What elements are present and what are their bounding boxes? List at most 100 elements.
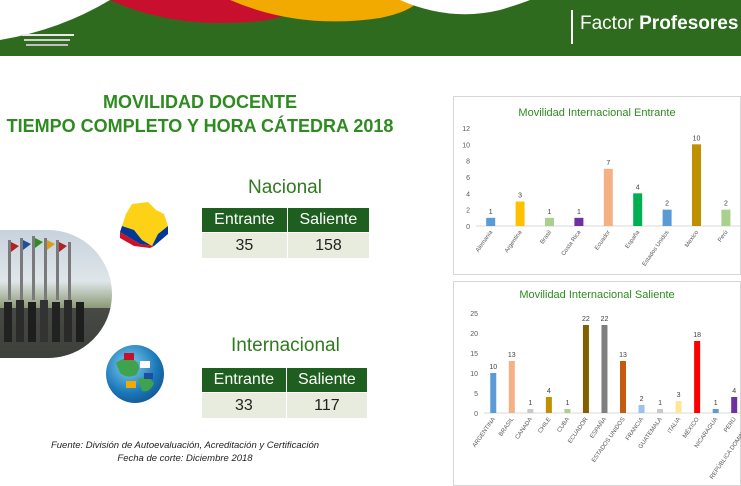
entrante-ytick: 4 (466, 191, 470, 198)
nacional-value-entrante: 35 (201, 232, 288, 259)
saliente-data-label: 13 (619, 352, 627, 359)
entrante-data-label: 2 (665, 201, 669, 208)
saliente-category-label: ITALIA (667, 417, 682, 435)
entrante-ytick: 12 (462, 126, 470, 133)
saliente-category-label: CANADA (515, 417, 534, 441)
saliente-category-label: BRASIL (498, 416, 516, 437)
chart-saliente-svg: 051015202510ARGENTINA13BRASIL1CANADA4CHI… (470, 311, 741, 481)
saliente-data-label: 10 (489, 364, 497, 371)
title-line-2: TIEMPO COMPLETO Y HORA CÁTEDRA 2018 (6, 116, 394, 136)
nacional-label: Nacional (248, 177, 322, 198)
saliente-bar (694, 341, 701, 413)
entrante-category-label: Estados Unidos (642, 230, 671, 268)
saliente-category-label: PERÚ (723, 416, 738, 434)
saliente-data-label: 22 (582, 316, 590, 323)
entrante-bar (721, 209, 731, 226)
saliente-data-label: 1 (565, 400, 569, 407)
nacional-header-entrante: Entrante (201, 207, 288, 233)
internacional-header-saliente: Saliente (285, 367, 369, 393)
globe-icon (106, 345, 164, 403)
saliente-ytick: 15 (470, 351, 478, 358)
chart-entrante-svg: 0 2 4 6 8 10 12 1 Alemania 3 Argentina 1 Brasil 1 Cost… (462, 126, 741, 268)
header-swoosh (0, 0, 741, 56)
entrante-category-label: España (625, 229, 642, 250)
saliente-bar (601, 325, 608, 413)
factor-title: Factor Profesores (580, 13, 738, 35)
saliente-bar (490, 373, 497, 413)
entrante-ytick: 6 (466, 175, 470, 182)
page-title: MOVILIDAD DOCENTE TIEMPO COMPLETO Y HORA… (0, 90, 400, 138)
saliente-category-label: ARGENTINA (472, 417, 497, 449)
entrante-data-label: 1 (577, 209, 581, 216)
entrante-bar (486, 217, 496, 226)
saliente-data-label: 22 (601, 316, 609, 323)
university-logo: ai (22, 8, 74, 48)
factor-title-light: Factor (580, 13, 640, 34)
entrante-bar (633, 193, 643, 226)
entrante-category-label: Argentina (504, 229, 524, 254)
group-photo (0, 230, 112, 358)
entrante-bar (574, 217, 584, 226)
internacional-value-saliente: 117 (285, 392, 369, 419)
source-line-1: Fuente: División de Autoevaluación, Acre… (50, 440, 320, 451)
saliente-bar (527, 409, 534, 413)
internacional-label: Internacional (231, 335, 340, 356)
saliente-data-label: 4 (547, 388, 551, 395)
saliente-data-label: 13 (508, 352, 516, 359)
internacional-header-entrante: Entrante (201, 367, 287, 393)
saliente-bar (731, 397, 738, 413)
saliente-data-label: 1 (658, 400, 662, 407)
entrante-data-label: 1 (548, 209, 552, 216)
saliente-bar (564, 409, 571, 413)
logo-text: ai (32, 8, 50, 33)
saliente-bar (508, 361, 515, 413)
title-line-1: MOVILIDAD DOCENTE (102, 92, 297, 112)
entrante-ytick: 10 (462, 142, 470, 149)
saliente-data-label: 4 (732, 388, 736, 395)
entrante-bar (545, 217, 554, 226)
saliente-ytick: 20 (470, 331, 478, 338)
saliente-data-label: 3 (677, 392, 681, 399)
nacional-value-saliente: 158 (286, 232, 371, 259)
saliente-data-label: 2 (640, 396, 644, 403)
entrante-category-label: Perú (717, 230, 729, 244)
entrante-bar (662, 209, 672, 226)
header-divider (571, 10, 573, 44)
saliente-data-label: 1 (528, 400, 532, 407)
saliente-data-label: 1 (714, 400, 718, 407)
entrante-data-label: 2 (724, 201, 728, 208)
saliente-category-label: ESTADOS UNIDOS (591, 417, 626, 464)
entrante-category-label: Mexico (684, 229, 700, 249)
saliente-bar (638, 405, 645, 413)
source-line-2: Fecha de corte: Diciembre 2018 (117, 453, 253, 464)
entrante-ytick: 2 (466, 208, 470, 215)
saliente-bar (545, 397, 552, 413)
entrante-data-label: 7 (606, 160, 610, 167)
saliente-ytick: 10 (470, 371, 478, 378)
nacional-table: Entrante Saliente 35 158 (201, 207, 371, 259)
entrante-data-label: 1 (489, 209, 493, 216)
chart-entrante-title: Movilidad Internacional Entrante (518, 107, 676, 119)
colombia-map-flag-icon (118, 200, 170, 248)
internacional-table: Entrante Saliente 33 117 (201, 367, 369, 419)
factor-title-bold: Profesores (639, 13, 739, 34)
saliente-ytick: 25 (470, 311, 478, 318)
chart-entrante: Movilidad Internacional Entrante 0 2 4 6 8 10… (453, 96, 741, 275)
saliente-category-label: CUBA (557, 417, 571, 434)
saliente-ytick: 5 (474, 391, 478, 398)
saliente-bar (582, 325, 589, 413)
saliente-bar (620, 361, 626, 413)
saliente-category-label: MÉXICO (681, 416, 701, 440)
chart-saliente: Movilidad Internacional Saliente 0 5 10 15 2… (453, 281, 741, 486)
saliente-ytick: 0 (474, 411, 478, 418)
internacional-value-entrante: 33 (201, 392, 287, 419)
entrante-bar (692, 144, 701, 226)
entrante-data-label: 4 (636, 184, 640, 191)
saliente-category-label: CHILE (537, 417, 552, 435)
entrante-ytick: 0 (466, 224, 470, 231)
source-note: Fuente: División de Autoevaluación, Acre… (0, 439, 370, 465)
header-banner: ai Factor Profesores (0, 0, 741, 56)
entrante-ytick: 8 (466, 159, 470, 166)
entrante-category-label: Brasil (540, 230, 554, 246)
